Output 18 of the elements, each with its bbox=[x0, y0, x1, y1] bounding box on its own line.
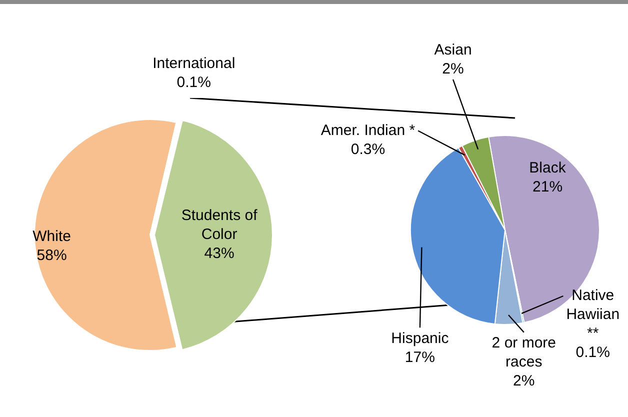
slice-label: 2 or more races bbox=[492, 334, 556, 370]
slice-label: International bbox=[152, 54, 236, 72]
slice-label: Students of Color bbox=[181, 207, 258, 244]
data-label: 0.1% bbox=[176, 74, 211, 91]
slice-label: White bbox=[32, 228, 71, 246]
data-label: 43% bbox=[204, 245, 234, 262]
data-label: 0.1% bbox=[576, 344, 610, 362]
data-label: 17% bbox=[404, 348, 435, 366]
data-label: 58% bbox=[36, 247, 67, 264]
data-label: 2% bbox=[513, 372, 535, 390]
slice-label: Native Hawiian ** bbox=[566, 287, 620, 342]
slice-label: Hispanic bbox=[391, 330, 450, 347]
data-label: 21% bbox=[532, 178, 563, 196]
slice-label: Black bbox=[529, 160, 566, 177]
data-label: 0.3% bbox=[350, 140, 386, 158]
data-label: 2% bbox=[442, 60, 464, 78]
slice-label: Asian bbox=[434, 42, 472, 59]
slice-label: Amer. Indian * bbox=[320, 122, 416, 139]
